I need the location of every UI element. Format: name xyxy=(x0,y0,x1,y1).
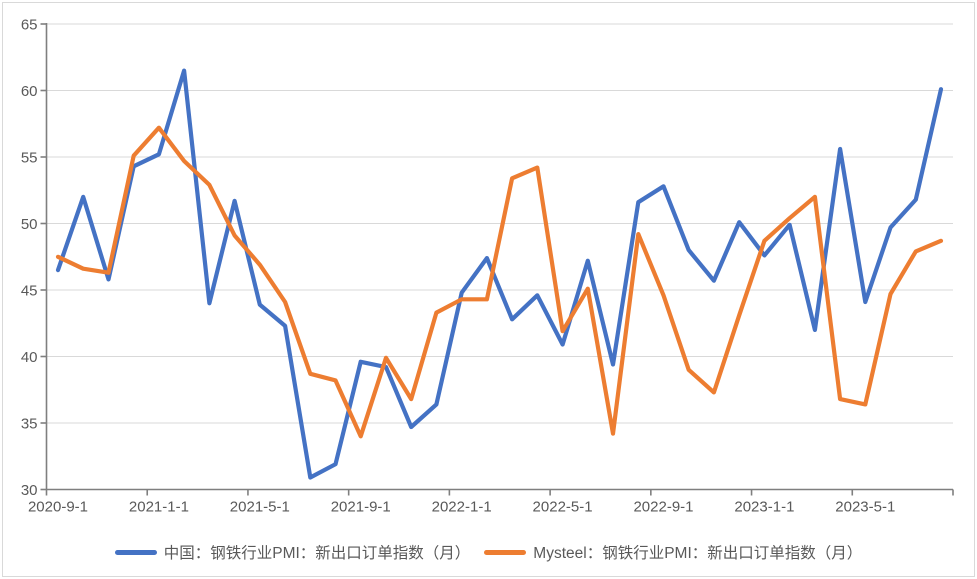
legend-swatch-mysteel-line xyxy=(484,549,527,555)
y-axis-tick-label: 65 xyxy=(21,17,38,34)
x-axis-tick-label: 2021-1-1 xyxy=(129,499,189,516)
legend-label-mysteel: Mysteel：钢铁行业PMI：新出口订单指数（月） xyxy=(533,545,863,562)
chart-legend: 中国：钢铁行业PMI：新出口订单指数（月） Mysteel：钢铁行业PMI：新出… xyxy=(0,541,977,563)
y-axis-tick-label: 50 xyxy=(21,216,38,233)
series-line-mysteel xyxy=(55,125,944,439)
x-axis-tick-label: 2023-5-1 xyxy=(835,499,895,516)
x-axis-tick-label: 2022-5-1 xyxy=(533,499,593,516)
y-axis-tick-label: 60 xyxy=(21,83,38,100)
x-axis-tick-label: 2021-5-1 xyxy=(230,499,290,516)
y-axis-tick-label: 40 xyxy=(21,349,38,366)
y-axis-tick-label: 45 xyxy=(21,283,38,300)
legend-item-china: 中国：钢铁行业PMI：新出口订单指数（月） xyxy=(114,541,471,563)
legend-swatch-china-line xyxy=(114,549,157,555)
chart-plot-area: 30 35 40 45 50 55 60 65 2020-9-1 2021-1-1 2021-5-1… xyxy=(21,17,954,516)
y-axis-tick-label: 55 xyxy=(21,150,38,167)
x-axis-tick-label: 2021-9-1 xyxy=(331,499,391,516)
x-axis-tick-label: 2022-1-1 xyxy=(432,499,492,516)
legend-item-mysteel: Mysteel：钢铁行业PMI：新出口订单指数（月） xyxy=(484,541,862,563)
legend-label-china: 中国：钢铁行业PMI：新出口订单指数（月） xyxy=(163,545,471,562)
x-axis-tick-label: 2020-9-1 xyxy=(28,499,88,516)
series-line-china xyxy=(55,68,944,480)
y-axis-tick-label: 30 xyxy=(21,482,38,499)
y-axis-tick-label: 35 xyxy=(21,416,38,433)
x-axis-tick-label: 2023-1-1 xyxy=(734,499,794,516)
x-axis-tick-label: 2022-9-1 xyxy=(633,499,693,516)
